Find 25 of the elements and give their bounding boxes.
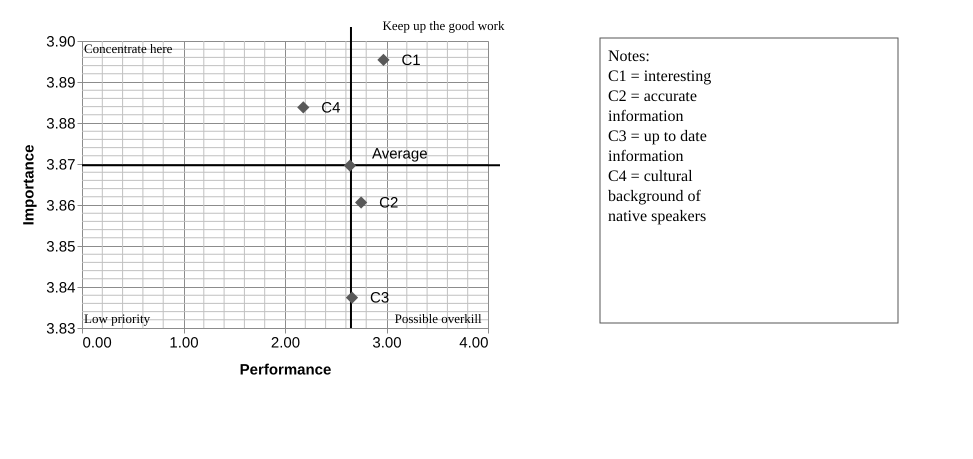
x-tick-label: 0.00 (82, 334, 112, 352)
y-tick-label: 3.84 (46, 280, 76, 296)
x-tick-label: 1.00 (169, 334, 199, 352)
y-tick-label: 3.90 (46, 34, 76, 50)
x-tick-label: 3.00 (372, 334, 402, 352)
annotation: Concentrate here (84, 41, 173, 56)
y-tick-label: 3.87 (46, 156, 76, 174)
annotation: Low priority (84, 311, 151, 326)
series-label: C3 (370, 290, 390, 307)
series-label: C2 (379, 194, 398, 212)
annotation: Possible overkill (394, 311, 482, 326)
series-label: C4 (321, 99, 340, 116)
y-tick-label: 3.89 (46, 74, 76, 92)
y-tick-label: 3.83 (46, 320, 76, 338)
x-tick-label: 4.00 (459, 334, 488, 352)
text: Keep up the good work (382, 18, 505, 33)
series-label: C1 (401, 52, 421, 69)
y-tick-label: 3.86 (46, 198, 76, 214)
series-label: Average (372, 146, 428, 163)
y-tick-label: 3.88 (46, 116, 76, 132)
text: Notes: C1 = interesting C2 = accurate information C3 = up to date information C4 = cultural background of native speakers (608, 48, 712, 225)
x-tick-label: 2.00 (270, 334, 300, 352)
y-tick-label: 3.85 (46, 238, 76, 256)
x-axis-title: Performance (240, 362, 332, 378)
y-axis-title: Importance (20, 144, 38, 226)
